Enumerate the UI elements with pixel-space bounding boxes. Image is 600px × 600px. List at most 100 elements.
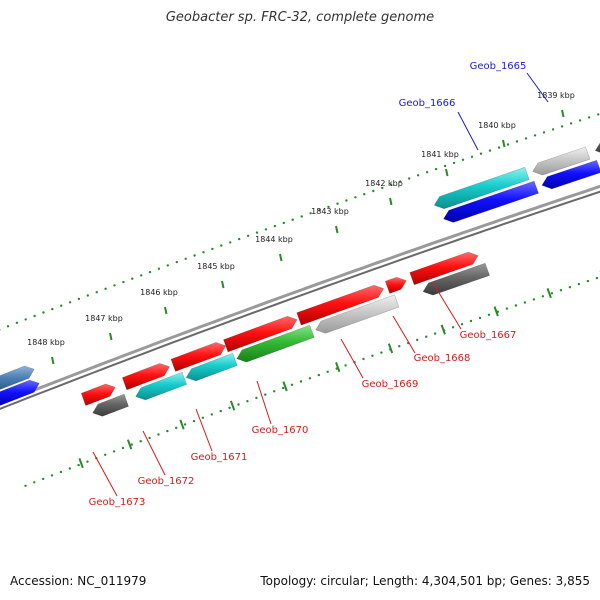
backbone-line-outer [0,184,600,406]
leader-line [457,111,479,151]
tick-dot [577,282,581,286]
tick-dot [68,301,72,304]
tick-dot [104,453,107,456]
feature-arrow [236,324,315,363]
tick-dot [291,218,294,221]
feature-arrow [409,251,479,286]
feature-arrow [443,180,539,223]
tick-dot [122,280,125,284]
inner-tick-mark [126,439,133,450]
tick-dot [33,314,36,318]
tick-dot [15,321,19,324]
tick-label: 1843 kbp [311,207,349,216]
gene-label: Geob_1665 [470,61,527,72]
feature-arrow [92,393,129,417]
tick-label: 1847 kbp [85,314,123,323]
tick-dot [345,199,348,202]
tick-dot [300,215,303,218]
tick-label: 1842 kbp [365,179,403,188]
backbone-line-inner [0,190,600,410]
tick-dot [175,260,178,264]
tick-mark [279,253,283,262]
tick-dot [399,180,402,183]
inner-tick-mark [335,362,341,373]
tick-dot [290,383,294,386]
tick-dot [193,254,196,257]
tick-dot [362,357,365,361]
tick-2: 1840 kbp [478,121,516,148]
tick-dot [112,450,116,453]
tick-label: 1840 kbp [478,121,516,130]
tick-dot [140,274,143,277]
tick-dot [433,332,437,335]
tick-label: 1839 kbp [537,91,575,100]
gene-arrows-layer [0,142,600,417]
tick-dot [461,158,465,161]
tick-1: 1839 kbp [537,91,575,118]
tick-dot [77,297,81,301]
tick-dot [542,131,546,134]
inner-tick-mark [493,306,499,317]
gene-labels-layer: Geob_1665 Geob_1666 Geob_1667 Geob_1668 Geob… [89,61,549,508]
tick-dot [541,295,545,298]
tick-label: 1844 kbp [255,235,293,244]
tick-dot [68,467,72,470]
tick-dot [166,264,169,267]
tick-dot [408,177,411,180]
feature-arrow [170,342,227,372]
feature-arrow [296,284,385,326]
tick-dot [479,152,483,155]
tick-dot [470,155,474,158]
tick-dot [157,433,160,436]
tick-label: 1845 kbp [197,262,235,271]
tick-dot [505,307,509,310]
tick-dot [443,164,447,168]
tick-dot [578,119,582,122]
gene-label: Geob_1672 [138,476,195,487]
tick-dot [371,354,374,357]
gene-geob-1666: Geob_1666 [399,98,479,151]
tick-dot [318,208,321,212]
tick-dot [33,481,36,484]
tick-dot [469,319,473,323]
tick-dot [597,113,600,116]
tick-dot [344,364,347,367]
tick-dot [299,380,303,383]
tick-mark [164,306,168,315]
tick-5: 1843 kbp [311,207,349,234]
tick-dot [86,460,89,463]
tick-dot [175,426,178,429]
tick-dot [497,146,501,149]
tick-mark [445,168,449,177]
tick-dot [104,287,107,290]
tick-dot [452,161,456,165]
tick-dot [184,257,187,260]
tick-6: 1844 kbp [255,235,293,262]
tick-dot [317,373,320,377]
tick-dot [551,128,555,131]
gene-geob-1668: Geob_1668 [392,315,470,364]
tick-dot [282,221,285,225]
leader-line [92,451,118,497]
feature-arrow [422,262,490,296]
tick-dot [336,202,339,205]
tick-dot [515,140,519,143]
tick-mark [51,356,55,365]
tick-dot [113,284,116,287]
tick-dot [24,484,27,487]
tick-dot [478,316,482,320]
tick-dot [42,477,45,481]
tick-dot [192,419,196,423]
tick-dot [514,304,518,307]
backbone-layer [0,184,600,410]
tick-dot [533,134,537,137]
inner-tick-mark [78,458,84,469]
leader-line [526,72,549,103]
tick-dot [228,406,231,409]
gene-label: Geob_1666 [399,98,456,109]
genome-backbone [0,184,600,410]
tick-label: 1848 kbp [27,338,65,347]
feature-arrow [315,294,400,334]
map-title: Geobacter sp. FRC-32, complete genome [165,10,435,25]
